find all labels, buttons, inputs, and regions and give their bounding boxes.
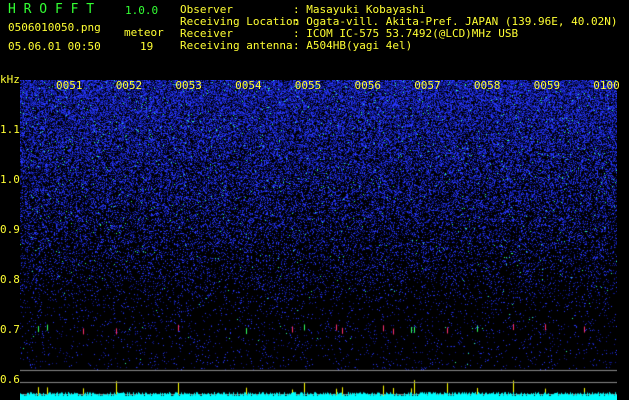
info-label: Receiving antenna [180,39,293,52]
time-tick-label: 0051 [56,79,83,92]
spectrogram [20,80,617,400]
freq-tick-label: 0.8 [0,273,20,286]
info-value: : ICOM IC-575 53.7492(@LCD)MHz USB [293,27,519,40]
freq-tick-label: 0.7 [0,323,20,336]
file-name: 0506010050.png [8,21,101,34]
app-version: 1.0.0 [125,4,159,17]
time-tick-label: 0057 [414,79,441,92]
time-tick-label: 0052 [115,79,143,92]
info-value: : Masayuki Kobayashi [293,3,426,16]
freq-tick-label: 0.6 [0,373,20,386]
time-tick-label: 0058 [473,79,501,92]
info-value: : A504HB(yagi 4el) [293,39,413,52]
freq-tick-label: 1.1 [0,123,20,136]
time-tick-label: 0056 [354,79,382,92]
freq-tick-label: 0.9 [0,223,20,236]
info-value: : Ogata-vill. Akita-Pref. JAPAN (139.96E… [293,15,618,28]
time-tick-label: 0054 [235,79,262,92]
info-label: Observer [180,3,233,16]
meteor-label: meteor [124,26,164,39]
info-label: Receiver [180,27,233,40]
freq-tick-label: 1.0 [0,173,20,186]
file-datetime: 05.06.01 00:50 [8,40,101,53]
time-tick-label: 0055 [294,79,322,92]
app-title: H R O F F T [8,2,95,17]
info-label: Receiving Location [180,15,300,28]
time-tick-label: 0059 [533,79,561,92]
unit-label: kHz [0,73,20,86]
time-tick-label: 0100 [593,79,620,92]
time-tick-label: 0053 [175,79,202,92]
meteor-count: 19 [140,40,154,53]
